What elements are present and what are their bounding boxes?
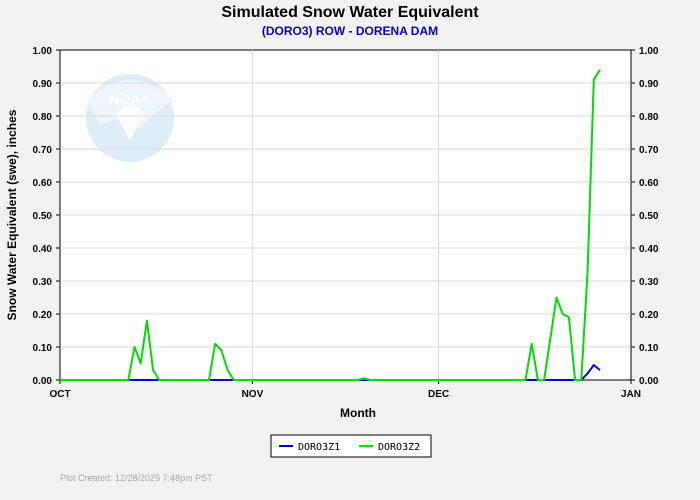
legend-label-z1: DORO3Z1 (298, 442, 340, 453)
y-tick-label: 0.10 (639, 343, 659, 354)
x-tick-label: JAN (621, 389, 641, 400)
y-tick-label: 0.00 (33, 376, 53, 387)
y-tick-label: 0.40 (33, 244, 53, 255)
chart-subtitle: (DORO3) ROW - DORENA DAM (262, 24, 438, 38)
y-tick-label: 0.50 (639, 211, 659, 222)
x-axis: OCT NOV DEC JAN (49, 380, 641, 400)
series-line-doro3z2 (60, 69, 601, 381)
x-tick-label: DEC (428, 389, 449, 400)
y-tick-label: 0.90 (33, 79, 53, 90)
noaa-logo-text: NOAA (109, 91, 150, 107)
y-tick-label: 0.60 (639, 178, 659, 189)
x-tick-label: NOV (242, 389, 264, 400)
legend: DORO3Z1 DORO3Z2 (270, 434, 432, 458)
y-tick-label: 0.00 (639, 376, 659, 387)
series-group (60, 69, 601, 381)
y-tick-label: 0.90 (639, 79, 659, 90)
y-tick-label: 0.20 (639, 310, 659, 321)
y-tick-label: 0.60 (33, 178, 53, 189)
y-tick-label: 0.80 (639, 112, 659, 123)
y-tick-label: 0.50 (33, 211, 53, 222)
y-tick-label: 0.20 (33, 310, 53, 321)
grid (60, 50, 631, 380)
y-tick-label: 0.30 (639, 277, 659, 288)
y-tick-label: 0.70 (33, 145, 53, 156)
x-tick-label: OCT (49, 389, 70, 400)
y-axis-label: Snow Water Equivalent (swe), inches (5, 109, 19, 320)
y-tick-label: 0.70 (639, 145, 659, 156)
chart-title: Simulated Snow Water Equivalent (221, 4, 479, 21)
noaa-logo-watermark: NOAA (86, 74, 174, 162)
y-tick-label: 0.80 (33, 112, 53, 123)
y-tick-label: 0.40 (639, 244, 659, 255)
x-axis-label: Month (340, 406, 376, 420)
y-tick-label: 0.30 (33, 277, 53, 288)
y-axis-left: 0.00 0.10 0.20 0.30 0.40 0.50 0.60 0.70 0.80 0.90… (33, 46, 60, 387)
y-tick-label: 0.10 (33, 343, 53, 354)
y-axis-right: 0.00 0.10 0.20 0.30 0.40 0.50 0.60 0.70 0.80 0.90… (631, 46, 659, 387)
y-tick-label: 1.00 (33, 46, 53, 57)
legend-label-z2: DORO3Z2 (378, 442, 420, 453)
plot-created-footer: Plot Created: 12/28/2025 7:48pm PST (60, 473, 213, 483)
y-tick-label: 1.00 (639, 46, 659, 57)
legend-box (270, 434, 432, 458)
